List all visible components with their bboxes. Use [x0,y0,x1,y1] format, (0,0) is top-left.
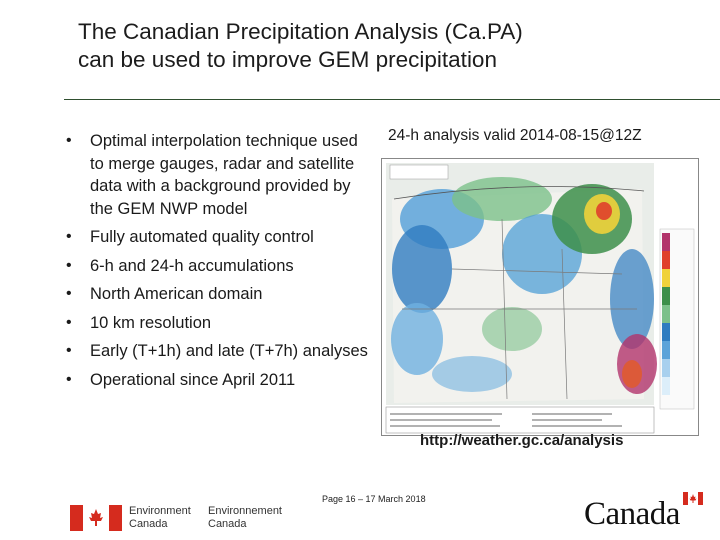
bullet-list: • Optimal interpolation technique used to… [66,130,376,397]
dept-en-line-1: Environment [129,505,191,517]
bullet-text: Fully automated quality control [90,228,314,246]
dept-en-line-2: Canada [129,517,168,530]
bullet-dot-icon: • [66,228,72,245]
bullet-item: • Early (T+1h) and late (T+7h) analyses [66,340,376,363]
bullet-dot-icon: • [66,285,72,302]
bullet-text: 6-h and 24-h accumulations [90,256,294,275]
title-divider [64,99,720,100]
bullet-dot-icon: • [66,256,72,274]
bullet-text: Optimal interpolation technique used to … [90,132,358,218]
analysis-link[interactable]: http://weather.gc.ca/analysis [420,432,624,449]
bullet-item: • 10 km resolution [66,312,376,335]
bullet-text: Early (T+1h) and late (T+7h) analyses [90,342,368,360]
bullet-item: • Operational since April 2011 [66,369,376,392]
bullet-text: 10 km resolution [90,313,212,332]
bullet-dot-icon: • [66,370,72,388]
bullet-text: Operational since April 2011 [90,370,296,389]
bullet-dot-icon: • [66,132,72,149]
bullet-item: • 6-h and 24-h accumulations [66,255,376,278]
precipitation-analysis-map-image [381,158,699,436]
dept-fr-line-1: Environnement [208,505,282,517]
canada-wordmark-flag-icon [683,492,703,505]
dept-name-english: Environment Canada [129,505,191,530]
dept-fr-line-2: Canada [208,517,247,530]
slide-title-line-2: can be used to improve GEM precipitation [78,47,497,72]
bullet-dot-icon: • [66,313,72,331]
bullet-item: • Optimal interpolation technique used to… [66,130,376,220]
slide-title-line-1: The Canadian Precipitation Analysis (Ca.… [78,19,523,44]
bullet-item: • North American domain [66,283,376,306]
page-footer-note: Page 16 – 17 March 2018 [322,494,426,504]
bullet-dot-icon: • [66,342,72,359]
slide-title: The Canadian Precipitation Analysis (Ca.… [78,18,708,74]
canada-wordmark: Canada [584,496,680,532]
bullet-text: North American domain [90,285,263,303]
bullet-item: • Fully automated quality control [66,226,376,249]
dept-name-french: Environnement Canada [208,505,282,530]
canada-flag-icon [70,505,122,531]
map-caption: 24-h analysis valid 2014-08-15@12Z [388,127,642,144]
